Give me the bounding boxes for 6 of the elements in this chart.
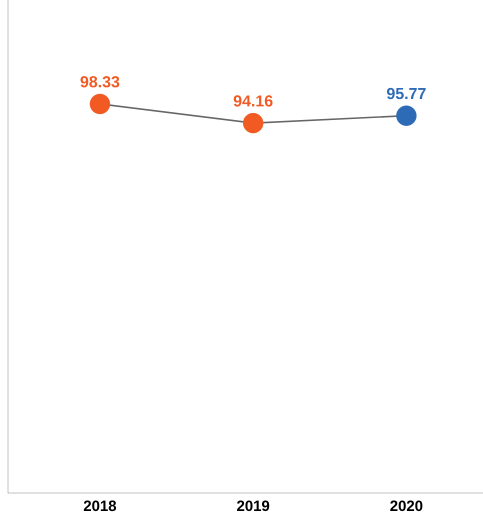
data-label: 98.33 <box>80 76 120 88</box>
x-tick-label: 2018 <box>84 500 116 512</box>
x-tick-label: 2019 <box>237 500 270 512</box>
data-label: 95.77 <box>386 88 426 100</box>
x-tick-label: 2020 <box>390 500 422 512</box>
data-label: 94.16 <box>234 95 273 107</box>
